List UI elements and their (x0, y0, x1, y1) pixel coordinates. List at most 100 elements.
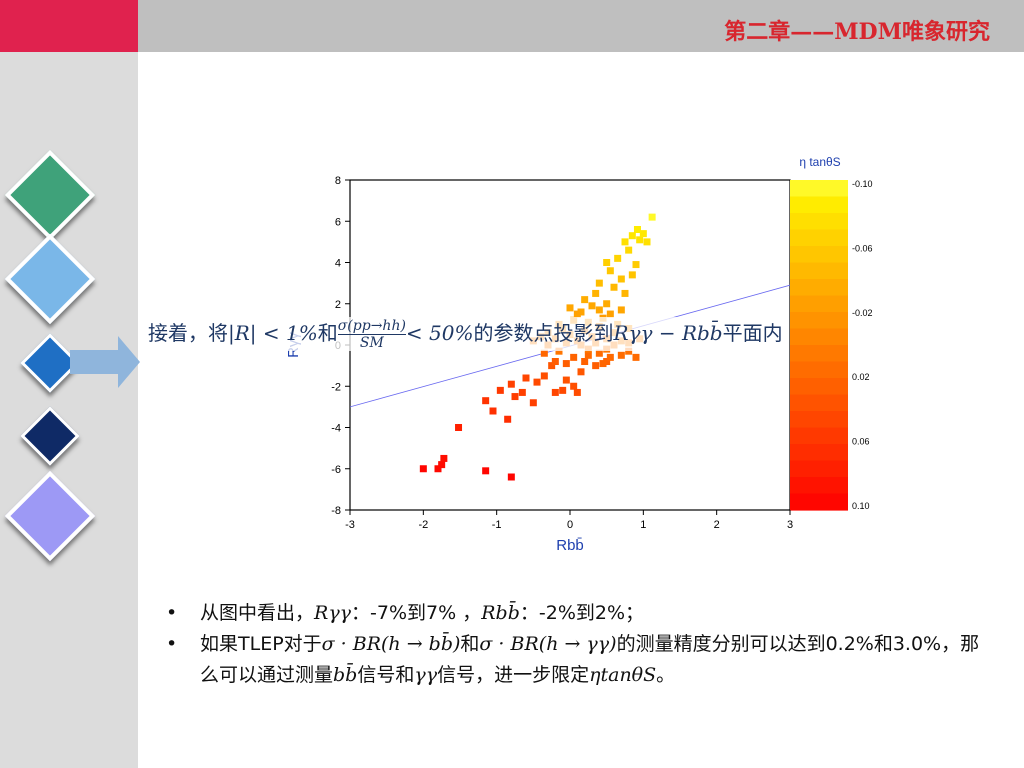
caption-plane: Rγγ − Rbb̄ (613, 321, 723, 345)
colorbar-band (790, 312, 848, 330)
bullet-text: ：-7%到7% ， (351, 602, 482, 624)
bullet-text: 从图中看出， (200, 602, 315, 624)
colorbar-band (790, 427, 848, 445)
bullet-math: ηtanθS (589, 664, 657, 686)
scatter-chart: -3 -2 -1 0 1 2 3 -8 -6 -4 -2 0 2 4 6 8 -0.10 -0.06 -0.02… (285, 155, 873, 554)
data-point (617, 351, 625, 359)
data-point (606, 267, 614, 275)
accent-block (0, 0, 138, 52)
data-point (507, 473, 515, 481)
y-tick-label: -8 (331, 505, 341, 517)
data-point (639, 230, 647, 238)
x-tick-label: 2 (714, 519, 720, 531)
data-point (529, 399, 537, 407)
x-tick-label: 0 (567, 519, 573, 531)
colorbar-band (790, 493, 848, 511)
caption-text-after: 平面内 (722, 321, 783, 345)
colorbar-tick-label: 0.06 (852, 437, 870, 447)
data-point (610, 283, 618, 291)
caption: 接着，将|R| < 1%和 σ(pp→hh) SM < 50%的参数点投影到Rγγ −… (148, 317, 783, 351)
data-point (551, 358, 559, 365)
colorbar-tick-label: -0.06 (852, 243, 873, 253)
x-tick-label: 3 (787, 519, 793, 531)
data-point (504, 415, 512, 423)
data-point (614, 254, 622, 262)
data-point (621, 238, 629, 246)
data-point (606, 310, 614, 318)
data-point (562, 360, 570, 368)
data-point (592, 289, 600, 297)
data-point (643, 238, 651, 246)
data-point (482, 397, 490, 405)
data-point (603, 300, 611, 308)
data-point (555, 347, 563, 355)
colorbar-label: η tanθS (799, 155, 840, 169)
data-point (595, 349, 603, 357)
data-point (540, 372, 548, 380)
bullet-text: ：-2%到2%； (519, 602, 645, 624)
data-point (628, 232, 636, 240)
data-point (573, 388, 581, 396)
data-point (603, 358, 611, 365)
data-point (438, 461, 446, 469)
x-tick-label: 1 (640, 519, 646, 531)
colorbar-band (790, 180, 848, 198)
data-point (625, 246, 633, 254)
data-point (511, 393, 519, 401)
bullet-text: 的测量精度分别可以达到0.2%和3.0%，那么可以通过测量 (200, 633, 980, 686)
caption-text-and: 和 (317, 321, 338, 345)
caption-cond2: < 50% (405, 321, 474, 345)
data-point (595, 279, 603, 287)
data-point (577, 308, 585, 316)
y-tick-label: 4 (335, 258, 341, 270)
colorbar-band (790, 196, 848, 214)
bullet-dot-icon: • (166, 633, 178, 655)
y-tick-label: 2 (335, 299, 341, 311)
colorbar-ticks: -0.10 -0.06 -0.02 0.02 0.06 0.10 (852, 179, 873, 511)
colorbar-band (790, 361, 848, 379)
bullet-text: 如果TLEP对于 (200, 633, 322, 655)
colorbar-tick-label: -0.10 (852, 179, 873, 189)
data-point (482, 467, 490, 475)
data-point (617, 306, 625, 314)
colorbar-band (790, 394, 848, 412)
y-tick-label: -4 (331, 423, 341, 435)
x-axis-label: Rbb̄ (556, 537, 584, 554)
colorbar-tick-label: 0.02 (852, 372, 870, 382)
colorbar-band (790, 246, 848, 264)
data-point (603, 259, 611, 266)
data-point (584, 351, 592, 359)
caption-fraction-den: SM (359, 335, 384, 351)
data-point (599, 360, 607, 368)
data-point (617, 275, 625, 283)
x-tick-label: -3 (345, 519, 355, 531)
data-point (562, 376, 570, 384)
data-point (595, 306, 603, 314)
caption-text-before: 接着，将 (148, 321, 228, 345)
data-point (632, 261, 640, 269)
y-tick-label: -2 (331, 381, 341, 393)
colorbar-tick-label: -0.02 (852, 308, 873, 318)
colorbar-band (790, 213, 848, 231)
bullet-text: 。 (656, 664, 676, 686)
x-tick-label: -2 (418, 519, 428, 531)
data-point (573, 310, 581, 318)
data-point (625, 347, 633, 355)
caption-text-mid: 的参数点投影到 (473, 321, 614, 345)
caption-fraction-num: σ(pp→hh) (337, 318, 406, 335)
colorbar-band (790, 460, 848, 478)
colorbar-band (790, 262, 848, 280)
bullet-math: σ · BR(h → bb̄) (321, 633, 461, 655)
data-point (566, 304, 574, 312)
data-point (522, 374, 530, 382)
data-point (533, 378, 541, 386)
arrow-right-icon (70, 336, 140, 388)
data-point (540, 349, 548, 357)
colorbar-band (790, 444, 848, 462)
x-tick-label: -1 (492, 519, 502, 531)
data-point (489, 407, 497, 415)
colorbar-band (790, 477, 848, 495)
data-point (551, 388, 559, 396)
data-point (581, 296, 589, 304)
data-point (559, 386, 567, 394)
